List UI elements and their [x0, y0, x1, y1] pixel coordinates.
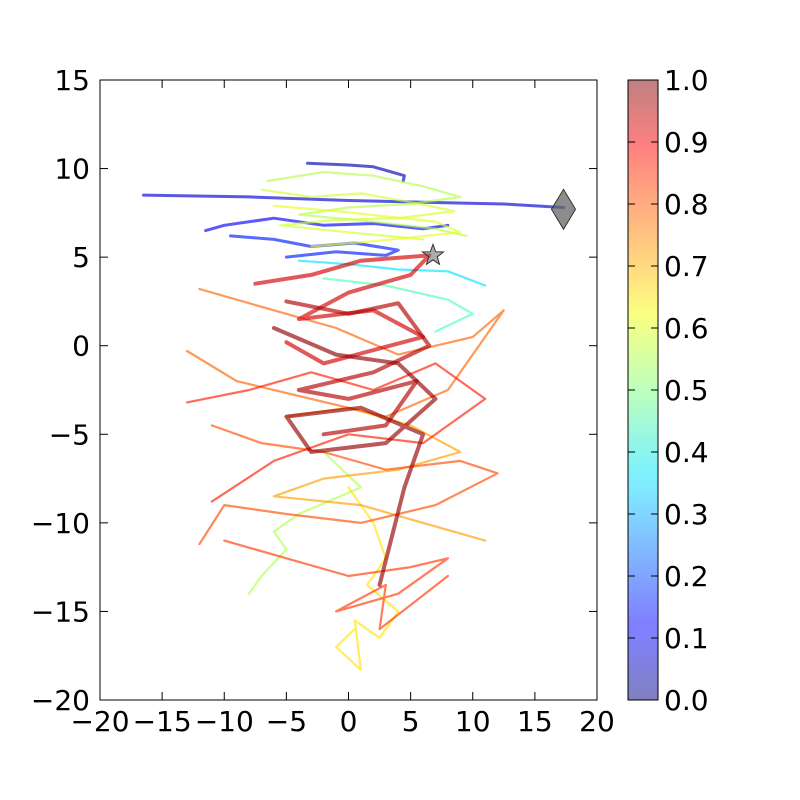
x-tick-label: −5 [266, 705, 307, 738]
colorbar-tick-label: 0.0 [664, 684, 709, 717]
star-marker [421, 242, 445, 266]
series-line-1 [306, 161, 406, 183]
x-tick-label: −10 [195, 705, 254, 738]
colorbar-tick-label: 1.0 [664, 64, 709, 97]
colorbar-ticks: 0.0 0.1 0.2 0.3 0.4 0.5 0.6 0.7 0.8 0.9 1.0 [628, 64, 709, 717]
colorbar-tick-label: 0.8 [664, 188, 709, 221]
series-line-5 [322, 277, 474, 333]
series-line-7 [260, 188, 456, 241]
series-layer [142, 161, 565, 672]
series-line-4 [297, 259, 487, 287]
series-line-17 [284, 299, 432, 437]
series-line-13 [198, 424, 499, 546]
y-tick-label: 15 [54, 64, 90, 97]
series-line-14 [223, 539, 449, 631]
y-tick-label: −10 [31, 507, 90, 540]
marker-layer [421, 188, 577, 266]
y-tick-label: −20 [31, 684, 90, 717]
diamond-marker [550, 188, 577, 231]
series-line-8 [272, 204, 462, 248]
series-line-0 [142, 193, 565, 209]
x-tick-label: 20 [579, 705, 615, 738]
y-tick-label: −15 [31, 595, 90, 628]
series-line-2 [204, 216, 450, 233]
series-line-9 [248, 450, 362, 595]
series-line-12 [185, 287, 505, 418]
series-line-3 [229, 234, 400, 259]
series-line-10 [335, 486, 400, 672]
y-tick-label: 5 [72, 241, 90, 274]
y-tick-label: 10 [54, 153, 90, 186]
colorbar-tick-label: 0.9 [664, 126, 709, 159]
colorbar-tick-label: 0.3 [664, 498, 709, 531]
colorbar-tick-label: 0.6 [664, 312, 709, 345]
x-axis: −20 −15 −10 −5 0 5 10 15 20 [70, 80, 615, 738]
colorbar-tick-label: 0.2 [664, 560, 709, 593]
colorbar: 0.0 0.1 0.2 0.3 0.4 0.5 0.6 0.7 0.8 0.9 1.0 [627, 64, 709, 717]
series-line-6 [266, 171, 468, 237]
x-tick-label: 15 [517, 705, 553, 738]
y-axis: −20 −15 −10 −5 0 5 10 15 [31, 64, 597, 717]
plot-background [100, 80, 597, 700]
colorbar-tick-label: 0.1 [664, 622, 709, 655]
series-line-15 [185, 362, 487, 503]
colorbar-tick-label: 0.7 [664, 250, 709, 283]
x-tick-label: −20 [70, 705, 129, 738]
x-tick-label: −15 [133, 705, 192, 738]
y-tick-label: 0 [72, 330, 90, 363]
series-line-16 [253, 253, 432, 366]
x-tick-label: 0 [340, 705, 358, 738]
colorbar-tick-label: 0.5 [664, 374, 709, 407]
x-tick-label: 5 [402, 705, 420, 738]
x-tick-label: 10 [455, 705, 491, 738]
y-tick-label: −5 [49, 418, 90, 451]
series-line-18 [271, 326, 438, 587]
colorbar-tick-label: 0.4 [664, 436, 709, 469]
